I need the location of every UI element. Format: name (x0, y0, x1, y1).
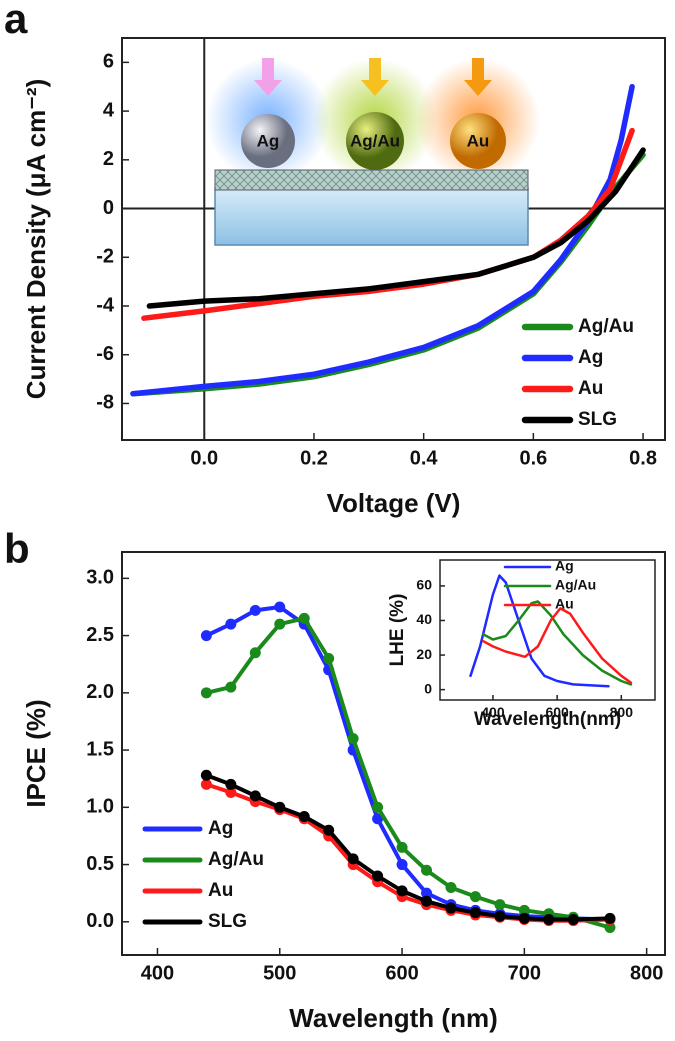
x-tick-label: 500 (263, 962, 296, 984)
y-tick-label: 60 (416, 577, 432, 593)
y-tick-label: -8 (96, 392, 114, 414)
x-tick-label: 0.8 (629, 447, 657, 469)
panel-label: b (4, 525, 30, 572)
series-line (204, 605, 612, 922)
legend-label: Au (208, 880, 233, 901)
y-tick-label: -4 (96, 294, 115, 316)
x-tick-label: 400 (141, 962, 174, 984)
y-tick-label: 0.5 (86, 853, 114, 875)
plot-area (200, 601, 616, 934)
chart: 400 600 800 0 20 40 60 Wavelength(nm) LHE (%) Ag A… (387, 558, 656, 730)
y-tick-label: 0 (424, 680, 432, 696)
y-tick-label: 2.5 (86, 624, 114, 646)
x-tick-label: 700 (508, 962, 541, 984)
series-line (204, 616, 612, 930)
legend-label: Ag (578, 347, 603, 368)
y-tick-label: 3.0 (86, 567, 114, 589)
plot-area (130, 83, 646, 397)
y-tick-label: 20 (416, 646, 432, 662)
series-line (204, 773, 612, 922)
y-tick-label: -2 (96, 246, 114, 268)
annotation: Ag (257, 131, 280, 150)
legend-label: SLG (578, 409, 617, 430)
chart: 400 500 600 700 8000.00.51.01.52.02.53.0Wave… (21, 551, 666, 1033)
series-line (146, 147, 646, 309)
x-axis-label: Wavelength (nm) (289, 1003, 497, 1033)
x-tick-label: 0.6 (519, 447, 547, 469)
legend-label: Au (578, 378, 603, 399)
panel-label: a (4, 0, 28, 42)
series-line (469, 574, 610, 688)
x-tick-label: 600 (385, 962, 418, 984)
legend-label: Ag (555, 558, 574, 574)
x-tick-label: 400 (481, 704, 505, 720)
y-tick-label: 6 (103, 51, 114, 73)
annotation: Ag/Au (350, 131, 400, 150)
x-tick-label: 0.4 (410, 447, 439, 469)
legend-label: Ag/Au (555, 577, 596, 593)
x-axis-label: Voltage (V) (327, 488, 461, 518)
x-tick-label: 600 (545, 704, 569, 720)
y-tick-label: 1.0 (86, 796, 114, 818)
y-tick-label: 0 (103, 197, 114, 219)
series-line (482, 607, 633, 684)
y-tick-label: 2.0 (86, 681, 114, 703)
annotation: Au (467, 131, 490, 150)
x-axis-label: Wavelength(nm) (474, 709, 621, 730)
y-tick-label: 4 (103, 99, 115, 121)
y-axis-label: Current Density (μA cm⁻²) (21, 79, 51, 399)
x-tick-label: 0.2 (300, 447, 328, 469)
y-axis-label: IPCE (%) (21, 699, 51, 807)
legend-label: Ag/Au (208, 849, 264, 870)
y-tick-label: 0.0 (86, 910, 114, 932)
y-tick-label: 1.5 (86, 738, 114, 760)
x-tick-label: 0.0 (190, 447, 218, 469)
series-line (130, 83, 635, 397)
y-tick-label: 40 (416, 611, 432, 627)
y-axis-label: LHE (%) (387, 594, 408, 667)
x-tick-label: 800 (610, 704, 634, 720)
series-line (482, 600, 633, 686)
schematic: Ag Ag/Au Au (206, 58, 540, 246)
y-tick-label: -6 (96, 343, 114, 365)
legend-label: Ag (208, 818, 233, 839)
plot-area (469, 574, 633, 688)
legend-label: Au (555, 596, 574, 612)
legend-label: SLG (208, 911, 247, 932)
x-tick-label: 800 (630, 962, 663, 984)
plot-frame (439, 559, 656, 701)
legend-label: Ag/Au (578, 316, 634, 337)
y-tick-label: 2 (103, 148, 114, 170)
